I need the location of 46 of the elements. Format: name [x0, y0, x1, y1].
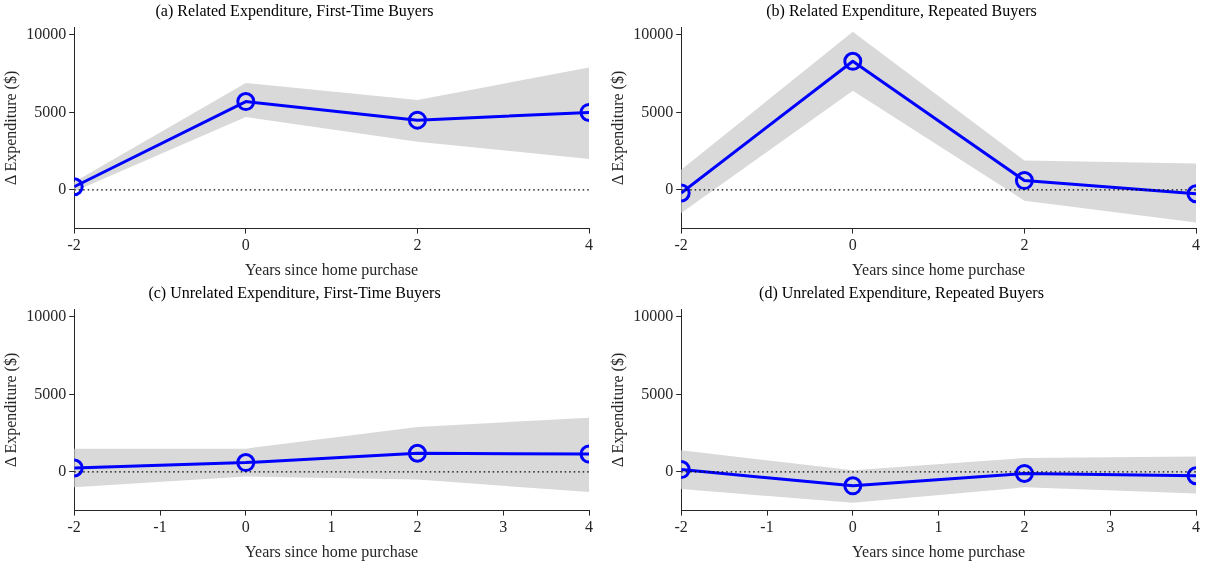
y-tick-label: 0: [665, 462, 674, 480]
x-tick-label: 4: [585, 236, 593, 254]
chart-title: (a) Related Expenditure, First-Time Buyers: [155, 1, 434, 20]
x-tick-label: 4: [1192, 236, 1200, 254]
chart-title: (c) Unrelated Expenditure, First-Time Buyers: [148, 283, 441, 302]
x-tick-label: 2: [413, 518, 422, 536]
x-axis-title: Years since home purchase: [245, 542, 419, 561]
x-tick-label: -1: [153, 518, 167, 536]
x-tick-label: 2: [1020, 518, 1029, 536]
y-tick-label: 0: [58, 180, 67, 198]
chart-title: (b) Related Expenditure, Repeated Buyers: [766, 1, 1037, 20]
y-tick-label: 0: [665, 180, 674, 198]
x-axis-title: Years since home purchase: [245, 260, 419, 279]
y-axis-title: Δ Expenditure ($): [608, 70, 627, 186]
y-tick-label: 5000: [34, 102, 67, 120]
y-tick-label: 10000: [633, 307, 674, 325]
chart-title: (d) Unrelated Expenditure, Repeated Buyers: [759, 283, 1044, 302]
x-tick-label: 0: [848, 236, 857, 254]
x-tick-label: -2: [67, 518, 81, 536]
x-tick-label: 3: [1106, 518, 1115, 536]
x-tick-label: 3: [499, 518, 508, 536]
x-axis-title: Years since home purchase: [852, 260, 1026, 279]
y-tick-label: 10000: [633, 25, 674, 43]
x-tick-label: 0: [848, 518, 857, 536]
x-axis-title: Years since home purchase: [852, 542, 1026, 561]
x-tick-label: -1: [760, 518, 774, 536]
x-tick-label: 0: [241, 518, 250, 536]
y-axis-title: Δ Expenditure ($): [1, 70, 20, 186]
x-tick-label: -2: [674, 518, 688, 536]
y-tick-label: 0: [58, 462, 67, 480]
y-tick-label: 10000: [26, 25, 67, 43]
x-tick-label: 1: [934, 518, 943, 536]
y-tick-label: 5000: [641, 384, 674, 402]
y-tick-label: 5000: [34, 384, 67, 402]
x-tick-label: 2: [1020, 236, 1029, 254]
x-tick-label: 2: [413, 236, 422, 254]
x-tick-label: -2: [67, 236, 81, 254]
x-tick-label: 1: [327, 518, 336, 536]
x-tick-label: 0: [241, 236, 250, 254]
y-axis-title: Δ Expenditure ($): [1, 352, 20, 468]
y-axis-title: Δ Expenditure ($): [608, 352, 627, 468]
x-tick-label: 4: [585, 518, 593, 536]
x-tick-label: -2: [674, 236, 688, 254]
y-tick-label: 5000: [641, 102, 674, 120]
x-tick-label: 4: [1192, 518, 1200, 536]
y-tick-label: 10000: [26, 307, 67, 325]
